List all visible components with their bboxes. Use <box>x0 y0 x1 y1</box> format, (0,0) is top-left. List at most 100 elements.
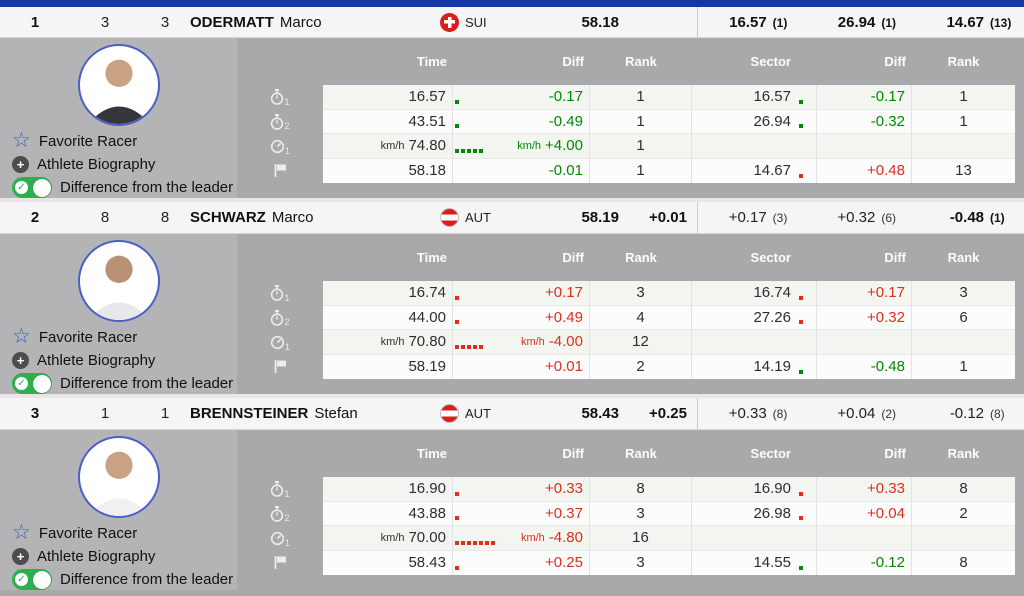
sector-rank-cell: 8 <box>959 554 968 572</box>
table-row: 16.57 -0.17 1 16.57 -0.17 1 <box>323 85 1015 110</box>
trend-indicator <box>797 477 817 501</box>
trend-indicator <box>453 85 475 109</box>
time-cell: 58.43 <box>323 550 453 575</box>
toggle-on-icon[interactable]: ✓ <box>12 177 52 198</box>
table-row: 58.43 +0.25 3 14.55 -0.12 8 <box>323 550 1015 576</box>
athlete-biography-button[interactable]: + Athlete Biography <box>0 153 237 176</box>
favorite-racer-button[interactable]: ☆ Favorite Racer <box>0 130 237 153</box>
time-cell: 43.51 <box>323 109 453 133</box>
table-row: 44.00 +0.49 4 27.26 +0.32 6 <box>323 305 1015 330</box>
star-icon: ☆ <box>12 521 31 544</box>
time-cell: km/h 74.80 <box>323 134 453 158</box>
sector-rank-cell: 2 <box>959 504 968 522</box>
toggle-on-icon[interactable]: ✓ <box>12 569 52 590</box>
section-separator <box>0 198 1024 202</box>
trend-indicator <box>797 85 817 109</box>
racer-header-row[interactable]: 1 3 3 ODERMATT Marco SUI 58.18 16.57 (1) 2… <box>0 7 1024 38</box>
racer-name: ODERMATT Marco <box>190 13 322 31</box>
speed-icon: 1 <box>237 330 323 355</box>
athlete-biography-label: Athlete Biography <box>37 352 156 369</box>
sector-cell: 14.55 <box>753 554 791 572</box>
position: 2 <box>30 209 40 226</box>
sector-summary-cell: 26.94 (1) <box>837 13 897 31</box>
flag-icon <box>440 12 459 32</box>
finish-flag-icon <box>237 159 323 184</box>
athlete-biography-label: Athlete Biography <box>37 548 156 565</box>
trend-indicator <box>797 501 817 525</box>
rank-cell: 1 <box>590 158 692 183</box>
rank-cell: 2 <box>590 354 692 379</box>
diff-cell: -0.01 <box>475 158 590 183</box>
difference-leader-row[interactable]: ✓ Difference from the leader <box>0 372 237 394</box>
plus-icon: + <box>12 156 29 173</box>
table-row: 58.19 +0.01 2 14.19 -0.48 1 <box>323 354 1015 379</box>
rank-cell: 8 <box>590 477 692 501</box>
racer-detail-panel: ☆ Favorite Racer + Athlete Biography ✓ Diff… <box>0 430 1024 590</box>
total-time: 58.18 <box>581 13 619 31</box>
sector-cell: 14.67 <box>753 162 791 180</box>
sector-summary-cell: +0.32 (6) <box>837 209 897 226</box>
rank-cell: 1 <box>590 85 692 109</box>
sector-summary-cell: 14.67 (13) <box>946 13 1012 31</box>
position: 1 <box>30 13 40 31</box>
sector-summary-cell: +0.17 (3) <box>728 209 788 226</box>
top-accent-bar <box>0 0 1024 7</box>
sector-diff-cell <box>817 526 912 550</box>
timing-table-body: 16.74 +0.17 3 16.74 +0.17 3 44.00 +0.49 … <box>323 281 1015 379</box>
diff-cell: +0.01 <box>475 354 590 379</box>
favorite-racer-button[interactable]: ☆ Favorite Racer <box>0 326 237 349</box>
athlete-biography-button[interactable]: + Athlete Biography <box>0 545 237 568</box>
sector-rank-cell <box>912 330 1015 354</box>
trend-indicator <box>453 551 475 576</box>
bib-run1: 3 <box>100 13 110 31</box>
sector-rank-cell <box>912 134 1015 158</box>
difference-leader-label: Difference from the leader <box>60 375 234 392</box>
trend-indicator <box>797 134 817 158</box>
trend-indicator <box>797 305 817 329</box>
noc-code: SUI <box>465 14 487 30</box>
sector-rank-cell: 13 <box>955 162 972 180</box>
diff-cell: km/h -4.00 <box>475 330 590 354</box>
finish-flag-icon <box>237 355 323 380</box>
trend-indicator <box>797 354 817 379</box>
time-cell: km/h 70.80 <box>323 330 453 354</box>
athlete-biography-button[interactable]: + Athlete Biography <box>0 349 237 372</box>
toggle-on-icon[interactable]: ✓ <box>12 373 52 394</box>
time-cell: 58.18 <box>323 158 453 183</box>
check-icon: ✓ <box>15 573 28 586</box>
racer-header-row[interactable]: 2 8 8 SCHWARZ Marco AUT 58.19 +0.01 +0.17… <box>0 202 1024 234</box>
speed-icon: 1 <box>237 526 323 551</box>
diff-cell: +0.33 <box>475 477 590 501</box>
athlete-photo[interactable] <box>77 436 160 518</box>
sector-rank-cell: 8 <box>959 480 968 498</box>
check-icon: ✓ <box>15 181 28 194</box>
difference-leader-label: Difference from the leader <box>60 179 234 196</box>
sector-rank-cell: 3 <box>959 284 968 302</box>
favorite-racer-button[interactable]: ☆ Favorite Racer <box>0 522 237 545</box>
diff-cell: km/h +4.00 <box>475 134 590 158</box>
bib-run1: 8 <box>100 209 110 226</box>
sector-diff-cell: -0.32 <box>817 109 912 133</box>
athlete-photo[interactable] <box>77 44 160 126</box>
racer-header-row[interactable]: 3 1 1 BRENNSTEINER Stefan AUT 58.43 +0.25… <box>0 398 1024 430</box>
trend-indicator <box>453 477 475 501</box>
athlete-biography-label: Athlete Biography <box>37 156 156 173</box>
timing-table-body: 16.57 -0.17 1 16.57 -0.17 1 43.51 -0.49 … <box>323 85 1015 183</box>
total-time: 58.43 <box>581 405 619 422</box>
time-cell: 16.90 <box>323 477 453 501</box>
table-row: 43.88 +0.37 3 26.98 +0.04 2 <box>323 501 1015 526</box>
difference-leader-row[interactable]: ✓ Difference from the leader <box>0 568 237 590</box>
sector-summary-cell: 16.57 (1) <box>729 13 788 31</box>
sector-cell: 14.19 <box>753 358 791 376</box>
country: AUT <box>440 208 524 227</box>
trend-indicator <box>797 526 817 550</box>
timing-table-body: 16.90 +0.33 8 16.90 +0.33 8 43.88 +0.37 … <box>323 477 1015 575</box>
stopwatch-1-icon: 1 <box>237 85 323 110</box>
star-icon: ☆ <box>12 129 31 152</box>
sector-summary: 16.57 (1) 26.94 (1) 14.67 (13) <box>697 7 1024 37</box>
difference-leader-row[interactable]: ✓ Difference from the leader <box>0 176 237 198</box>
racer-sidebar: ☆ Favorite Racer + Athlete Biography ✓ Diff… <box>0 38 237 198</box>
athlete-photo[interactable] <box>77 240 160 322</box>
noc-code: AUT <box>465 210 491 225</box>
diff-cell: +0.49 <box>475 305 590 329</box>
